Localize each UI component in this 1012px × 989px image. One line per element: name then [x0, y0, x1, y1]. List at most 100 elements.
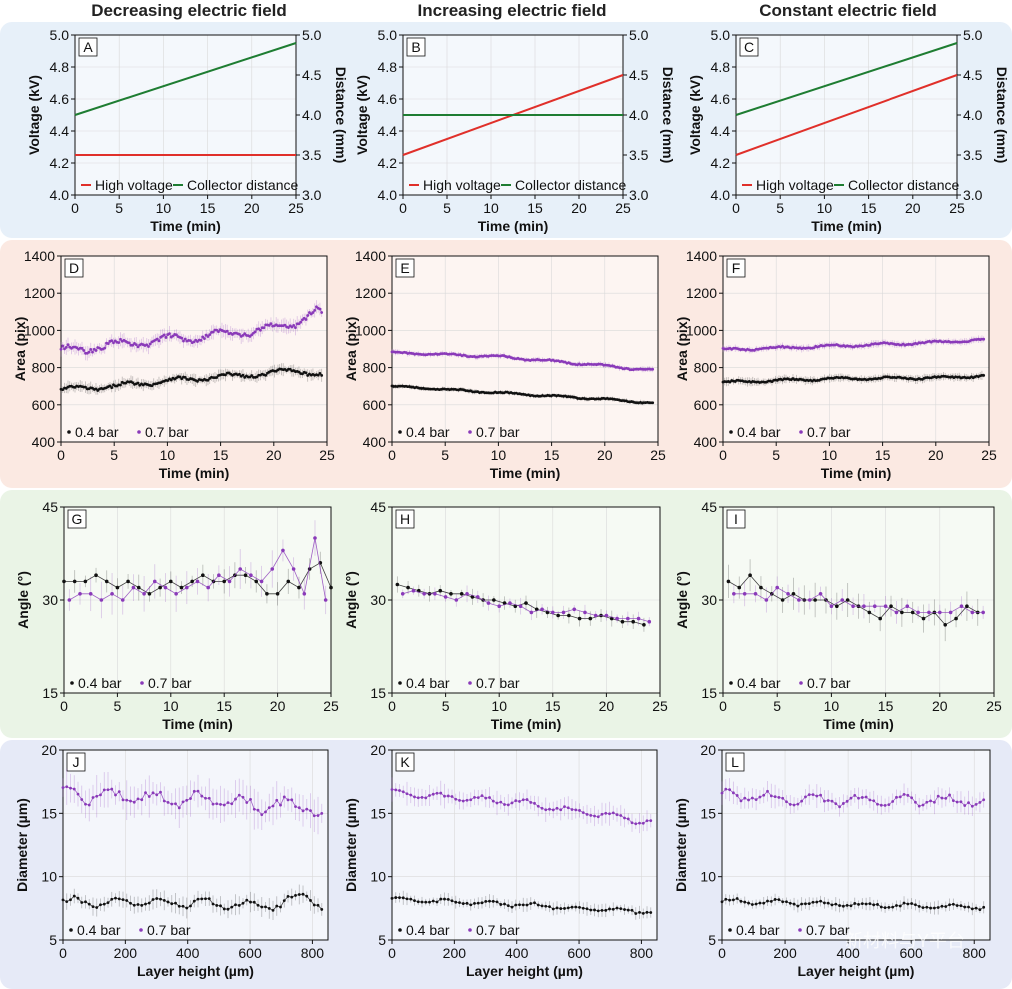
data-point — [292, 323, 296, 327]
data-point — [739, 799, 743, 803]
data-point — [921, 616, 926, 621]
data-point — [551, 907, 555, 911]
data-point — [883, 906, 887, 910]
panel-d: 0 5 10 15 20 25 400 600 800 1000 1200 1400 Time (min… — [12, 248, 335, 481]
plot-frame — [391, 255, 659, 443]
data-point — [84, 900, 87, 904]
data-point — [185, 906, 189, 910]
data-point — [222, 907, 226, 911]
data-point — [480, 901, 484, 905]
data-point — [238, 372, 241, 376]
data-point — [728, 788, 731, 792]
x-axis-label: Time (min) — [821, 465, 892, 481]
data-point — [819, 793, 823, 797]
data-point — [129, 799, 132, 803]
data-point — [804, 902, 807, 906]
y-tick-label: 800 — [363, 360, 387, 376]
data-point — [626, 616, 630, 621]
y-tick-label: 15 — [370, 685, 386, 701]
x-axis-label: Layer height (µm) — [137, 963, 254, 979]
data-point — [282, 899, 286, 903]
data-point — [906, 793, 910, 797]
x-axis-label: Time (min) — [159, 465, 230, 481]
y-tick-label: 4.4 — [50, 123, 70, 139]
data-point — [206, 585, 210, 590]
data-point — [572, 607, 577, 612]
x-tick-label: 0 — [57, 447, 65, 463]
data-point — [59, 347, 63, 351]
data-point — [125, 899, 129, 902]
data-point — [596, 815, 600, 819]
data-point — [241, 795, 245, 799]
data-point — [320, 311, 324, 314]
data-point — [936, 906, 940, 909]
data-point — [84, 802, 87, 806]
legend-label-0-4-bar: 0.4 bar — [406, 424, 450, 440]
panel-j: 0 200 400 600 800 5 10 15 20 Layer height (µm) Dia… — [14, 742, 329, 979]
data-point — [454, 598, 459, 602]
data-point — [559, 808, 563, 812]
data-point — [645, 819, 649, 823]
data-point — [95, 906, 99, 909]
series-line — [64, 562, 332, 595]
series-line — [62, 893, 323, 911]
data-point — [121, 898, 125, 902]
legend-swatch-0-7-bar — [468, 681, 472, 685]
data-point — [769, 899, 773, 903]
data-point — [604, 811, 608, 815]
data-point — [200, 897, 204, 901]
legend-label-high-voltage: High voltage — [756, 177, 834, 193]
data-point — [252, 900, 256, 904]
legend-swatch-0-7-bar — [468, 430, 472, 434]
x-tick-label: 20 — [932, 698, 948, 714]
data-point — [786, 592, 790, 596]
y-tick-label: 400 — [363, 434, 387, 450]
data-point — [823, 901, 826, 905]
panel-letter: K — [400, 754, 410, 770]
data-point — [970, 610, 975, 615]
y-tick-label: 4.6 — [378, 91, 398, 107]
data-point — [180, 336, 184, 340]
data-point — [974, 803, 978, 806]
y2-tick-label: 4.5 — [963, 67, 983, 83]
y-axis-label: Voltage (kV) — [26, 75, 42, 155]
data-point — [131, 381, 135, 385]
data-point — [304, 371, 308, 375]
data-point — [868, 902, 872, 906]
y-axis-label: Angle (°) — [15, 571, 31, 629]
data-point — [954, 616, 958, 621]
data-point — [134, 343, 138, 347]
data-point — [458, 798, 461, 802]
legend-label-0-7-bar: 0.7 bar — [807, 424, 851, 440]
data-point — [967, 905, 970, 909]
data-point — [87, 902, 91, 906]
data-point — [864, 902, 868, 906]
y2-tick-label: 3.5 — [629, 147, 649, 163]
data-point — [316, 373, 320, 377]
data-point — [862, 604, 866, 608]
data-point — [925, 905, 929, 909]
data-point — [780, 598, 785, 602]
x-tick-label: 600 — [899, 945, 923, 961]
data-point — [304, 318, 308, 321]
data-point — [406, 585, 410, 590]
data-point — [577, 616, 582, 621]
data-point — [525, 903, 529, 907]
data-point — [521, 903, 525, 907]
y-axis-label: Angle (°) — [674, 571, 690, 629]
data-point — [461, 902, 465, 905]
data-point — [189, 339, 192, 343]
data-point — [206, 378, 210, 382]
data-point — [422, 592, 426, 596]
data-point — [200, 794, 204, 798]
data-point — [62, 579, 66, 584]
data-point — [465, 901, 469, 905]
data-point — [450, 795, 454, 798]
data-point — [250, 374, 254, 377]
series-0-4-bar — [721, 370, 986, 387]
legend-label-0-7-bar: 0.7 bar — [476, 922, 520, 938]
legend-label-0-4-bar: 0.4 bar — [77, 922, 121, 938]
data-point — [917, 904, 921, 908]
panel-letter-box — [67, 509, 87, 529]
data-point — [750, 903, 754, 906]
